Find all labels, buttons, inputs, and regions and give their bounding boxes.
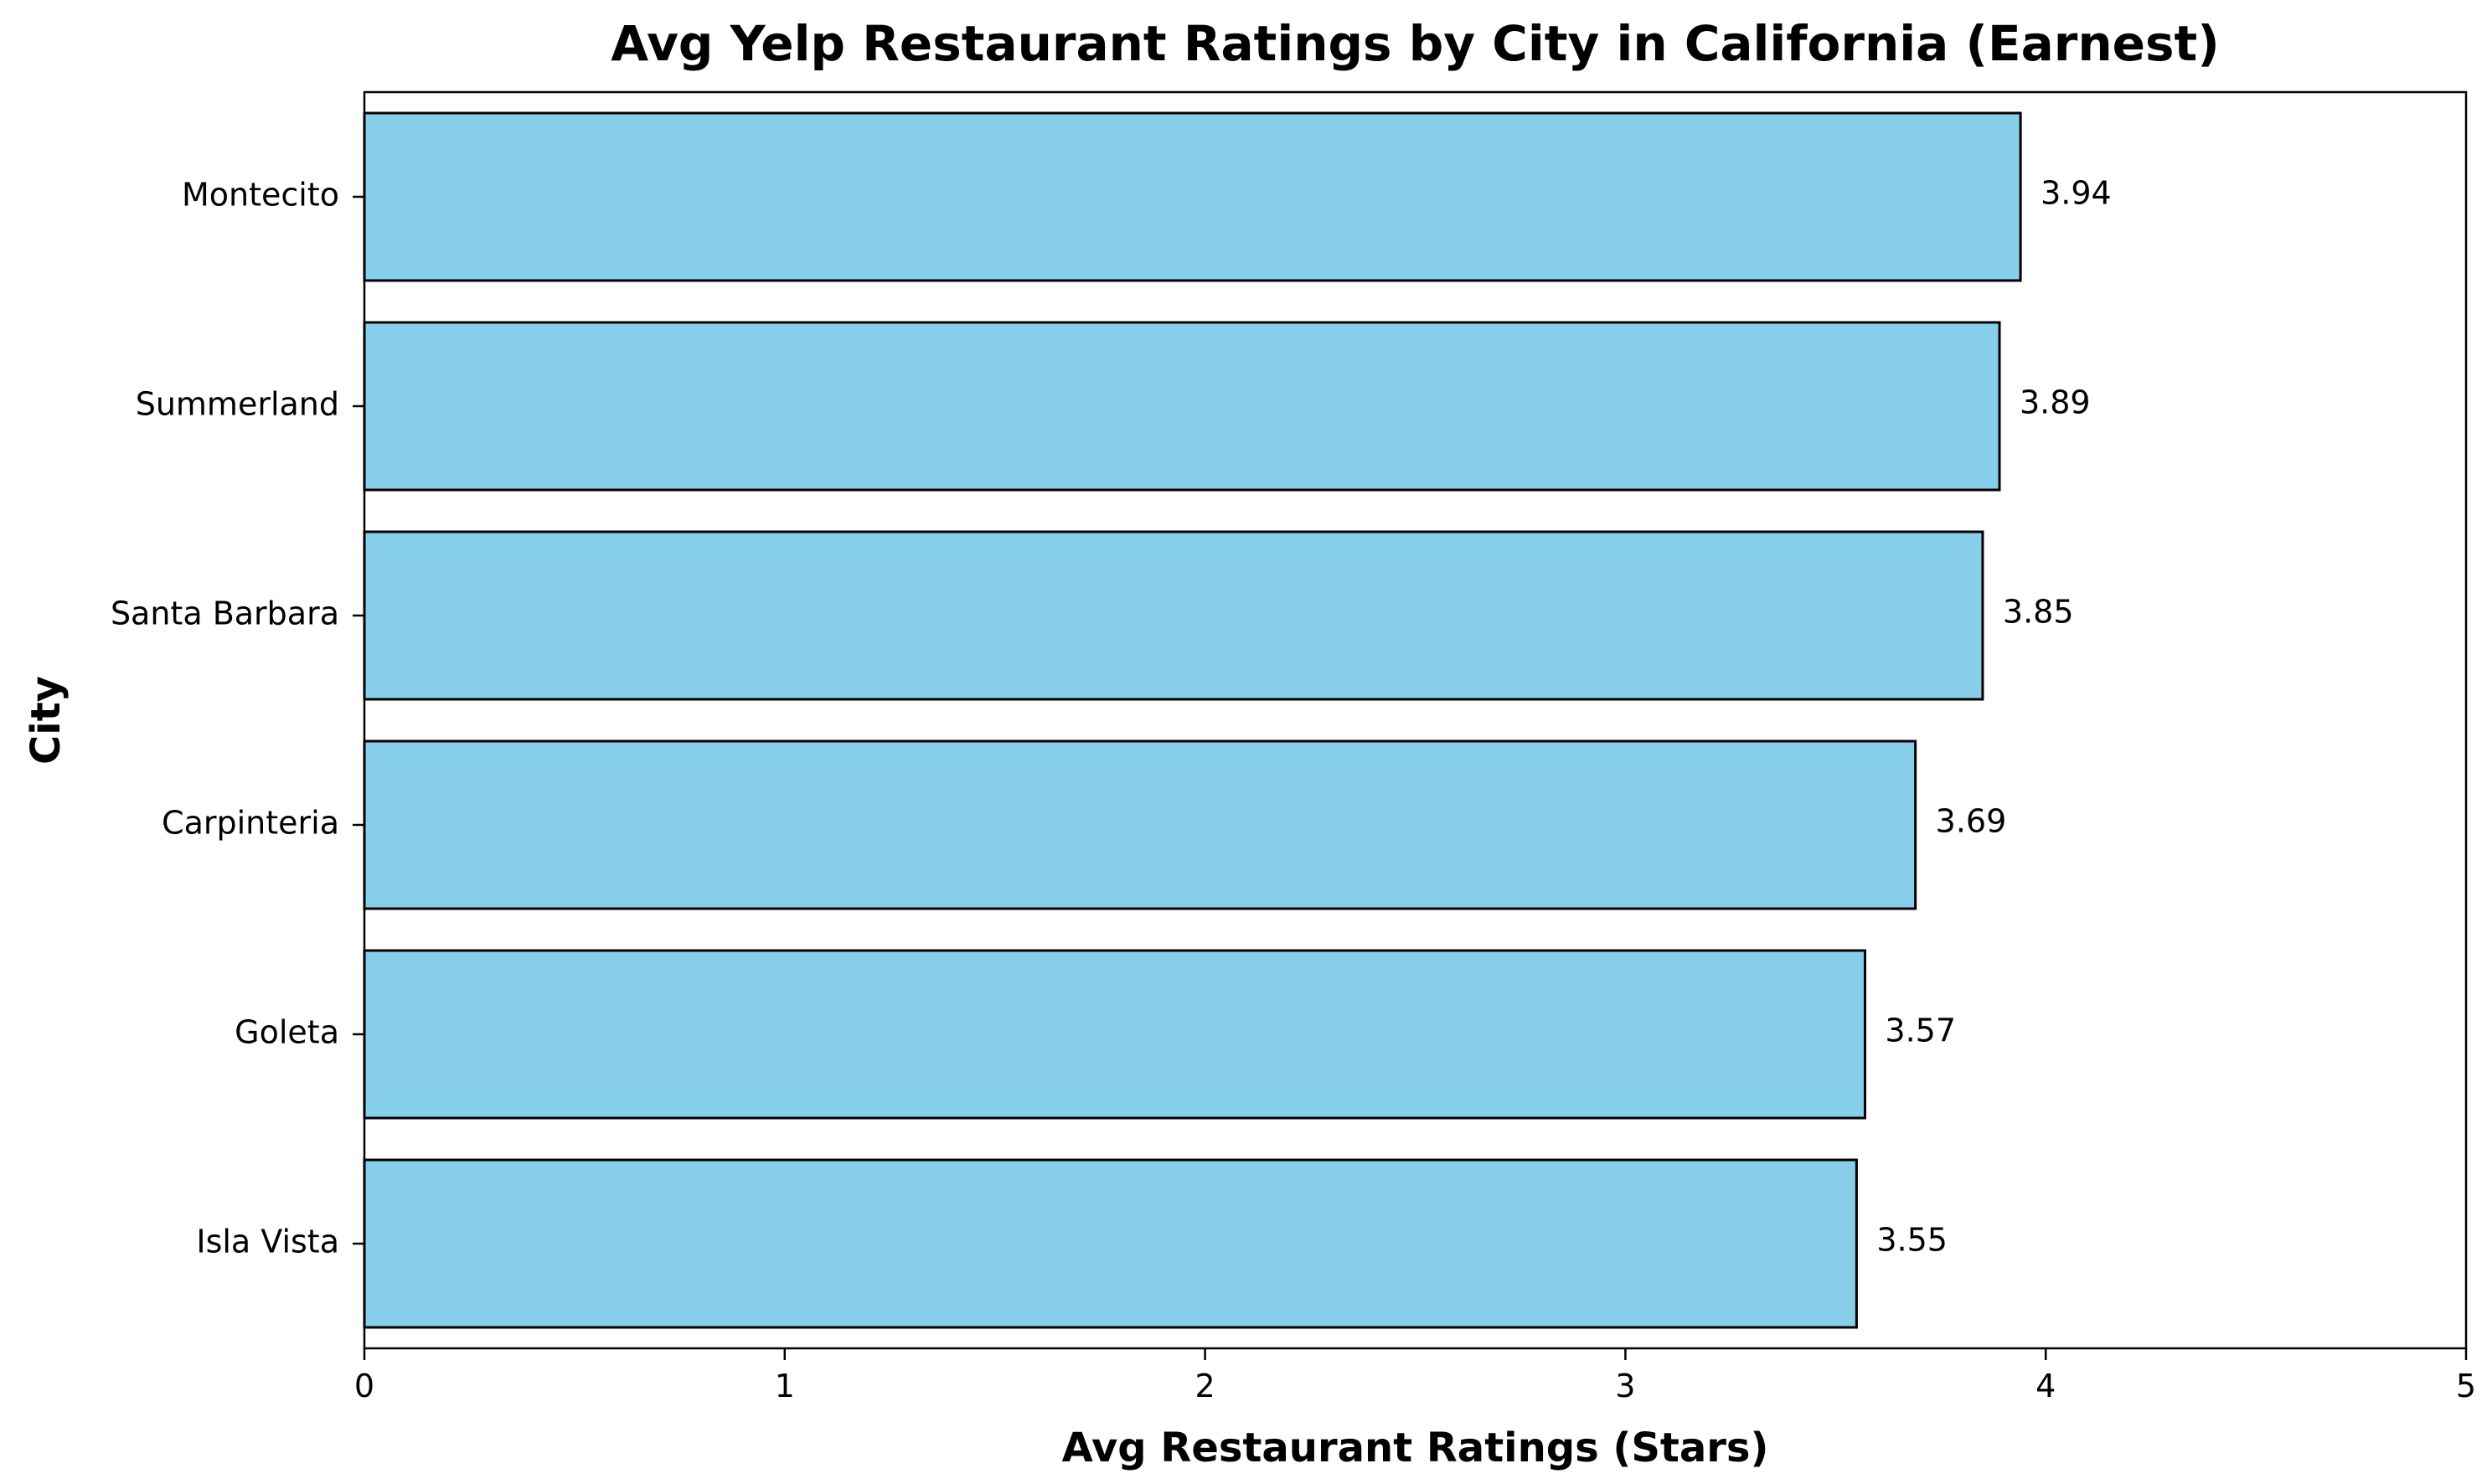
y-tick-label: Montecito <box>182 177 339 214</box>
y-tick-label: Carpinteria <box>162 805 339 842</box>
chart-title: Avg Yelp Restaurant Ratings by City in C… <box>611 15 2220 72</box>
bar-carpinteria <box>363 739 1917 910</box>
y-tick-label: Isla Vista <box>196 1224 339 1260</box>
x-tick-label: 3 <box>1615 1368 1635 1404</box>
data-label: 3.55 <box>1876 1222 1948 1259</box>
plot-frame <box>363 90 2468 1350</box>
data-label: 3.94 <box>2041 175 2112 212</box>
x-axis: 0 1 2 3 4 5 <box>354 1348 2476 1404</box>
bar-goleta <box>363 949 1866 1120</box>
x-axis-label: Avg Restaurant Ratings (Stars) <box>1062 1425 1769 1471</box>
labels-layer: 3.94 3.89 3.85 3.69 3.57 3.55 <box>1876 175 2111 1259</box>
bar-summerland <box>363 321 2001 492</box>
x-tick-label: 4 <box>2036 1368 2056 1404</box>
data-label: 3.69 <box>1936 803 2007 840</box>
bar-montecito <box>363 111 2022 282</box>
y-axis: Montecito Summerland Santa Barbara Carpinte… <box>111 177 364 1260</box>
bar-isla-vista <box>363 1158 1858 1329</box>
bar-santa-barbara <box>363 530 1984 701</box>
y-tick-label: Goleta <box>235 1014 339 1051</box>
data-label: 3.85 <box>2003 594 2074 631</box>
data-label: 3.57 <box>1885 1013 1956 1049</box>
x-tick-label: 1 <box>775 1368 795 1404</box>
x-tick-label: 2 <box>1195 1368 1215 1404</box>
data-label: 3.89 <box>2020 384 2091 421</box>
x-tick-label: 5 <box>2456 1368 2476 1404</box>
y-axis-label: City <box>23 676 70 765</box>
y-tick-label: Summerland <box>136 386 339 423</box>
y-tick-label: Santa Barbara <box>111 595 339 632</box>
bars-layer <box>363 111 2022 1329</box>
x-tick-label: 0 <box>354 1368 374 1404</box>
